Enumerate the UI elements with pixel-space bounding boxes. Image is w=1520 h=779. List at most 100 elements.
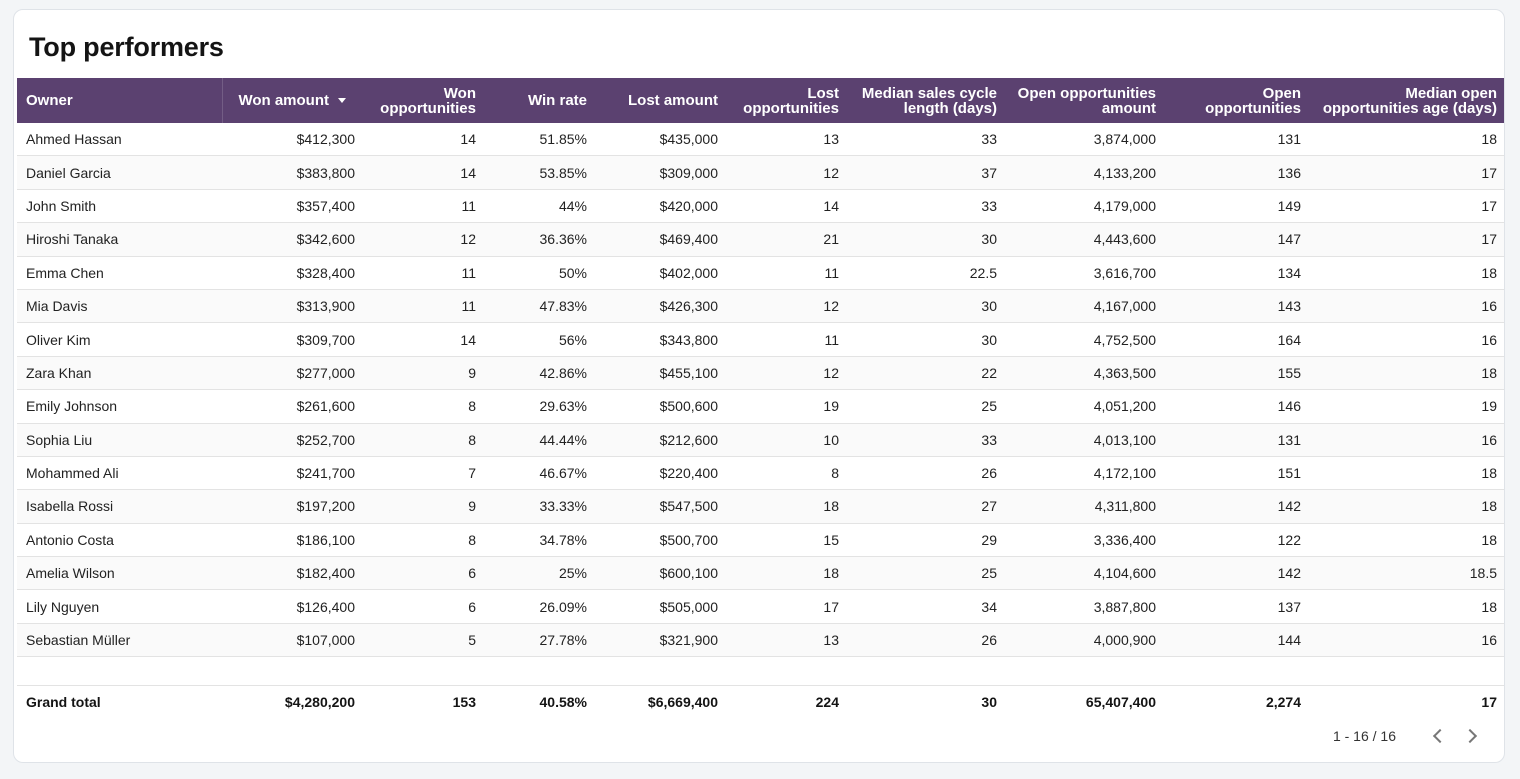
cell-owner: John Smith xyxy=(26,197,97,214)
cell-lost-opportunities: 10 xyxy=(823,431,839,448)
cell-won-opportunities: 8 xyxy=(468,398,476,415)
cell-win-rate: 27.78% xyxy=(539,632,587,649)
cell-owner: Zara Khan xyxy=(26,364,92,381)
table-row[interactable]: Antonio Costa $186,100 8 34.78% $500,700 15 29… xyxy=(17,523,1504,558)
column-header-label: Win rate xyxy=(527,92,587,109)
table-row[interactable]: Daniel Garcia $383,800 14 53.85% $309,000 12 3… xyxy=(17,156,1504,190)
cell-median-open-age: 16 xyxy=(1481,431,1497,448)
table-row[interactable]: Amelia Wilson $182,400 6 25% $600,100 18 25 4,1… xyxy=(17,557,1504,591)
column-header-median-open-age[interactable]: Median open opportunities age (days) xyxy=(1308,78,1504,123)
column-header-open-opportunities[interactable]: Open opportunities xyxy=(1163,78,1308,123)
cell-win-rate: 51.85% xyxy=(539,131,587,148)
column-header-won-opportunities[interactable]: Won opportunities xyxy=(362,78,483,123)
cell-median-sales-cycle: 37 xyxy=(981,164,997,181)
cell-won-amount: $182,400 xyxy=(296,565,355,582)
table-row[interactable]: Sebastian Müller $107,000 5 27.78% $321,900 1… xyxy=(17,623,1504,658)
pagination-range: 1 - 16 / 16 xyxy=(1332,728,1396,744)
table-row[interactable]: Zara Khan $277,000 9 42.86% $455,100 12 22 4,36… xyxy=(17,356,1504,391)
table-row[interactable]: Isabella Rossi $197,200 9 33.33% $547,500 18 2… xyxy=(17,490,1504,524)
next-page-button[interactable] xyxy=(1458,724,1486,748)
cell-lost-amount: $500,700 xyxy=(659,531,718,548)
column-header-won-amount[interactable]: Won amount xyxy=(223,78,362,123)
column-header-win-rate[interactable]: Win rate xyxy=(483,78,594,123)
cell-owner: Emily Johnson xyxy=(26,398,118,415)
cell-won-amount: $126,400 xyxy=(296,598,355,615)
cell-open-opportunities: 149 xyxy=(1277,197,1301,214)
cell-won-opportunities: 14 xyxy=(460,131,476,148)
cell-won-amount: $412,300 xyxy=(296,131,355,148)
cell-lost-amount: $455,100 xyxy=(659,364,718,381)
table-row[interactable]: Mohammed Ali $241,700 7 46.67% $220,400 8 26 4,… xyxy=(17,456,1504,491)
table-row[interactable]: John Smith $357,400 11 44% $420,000 14 33 4,179… xyxy=(17,189,1504,224)
previous-page-button[interactable] xyxy=(1424,724,1452,748)
cell-win-rate: 50% xyxy=(558,264,587,281)
cell-owner: Sophia Liu xyxy=(26,431,93,448)
cell-owner: Antonio Costa xyxy=(26,531,114,548)
cell-win-rate: 56% xyxy=(558,331,587,348)
cell-owner: Hiroshi Tanaka xyxy=(26,231,119,248)
cell-won-amount: $261,600 xyxy=(296,398,355,415)
table-row[interactable]: Hiroshi Tanaka $342,600 12 36.36% $469,400 21… xyxy=(17,223,1504,257)
cell-lost-opportunities: 18 xyxy=(823,498,839,515)
table-row[interactable]: Sophia Liu $252,700 8 44.44% $212,600 10 33 4,0… xyxy=(17,423,1504,457)
cell-won-opportunities: 9 xyxy=(468,364,476,381)
cell-median-sales-cycle: 30 xyxy=(981,298,997,315)
cell-open-opportunities-amount: 4,179,000 xyxy=(1093,197,1156,214)
cell-open-opportunities: 164 xyxy=(1277,331,1301,348)
cell-lost-amount: $505,000 xyxy=(659,598,718,615)
cell-lost-amount: $402,000 xyxy=(659,264,718,281)
cell-open-opportunities-amount: 4,363,500 xyxy=(1093,364,1156,381)
cell-median-sales-cycle: 22.5 xyxy=(969,264,997,281)
table-row[interactable]: Emily Johnson $261,600 8 29.63% $500,600 19 25… xyxy=(17,390,1504,424)
cell-lost-opportunities: 14 xyxy=(823,197,839,214)
total-lost-opportunities: 224 xyxy=(815,694,839,711)
cell-win-rate: 44.44% xyxy=(539,431,587,448)
cell-open-opportunities-amount: 3,616,700 xyxy=(1093,264,1156,281)
table-row[interactable]: Oliver Kim $309,700 14 56% $343,800 11 30 4,752… xyxy=(17,323,1504,357)
cell-open-opportunities-amount: 3,887,800 xyxy=(1093,598,1156,615)
column-header-label: Open opportunities amount xyxy=(1017,84,1156,117)
cell-lost-amount: $469,400 xyxy=(659,231,718,248)
total-won-opportunities: 153 xyxy=(452,694,476,711)
cell-owner: Lily Nguyen xyxy=(26,598,100,615)
cell-won-opportunities: 11 xyxy=(461,197,476,214)
table-row[interactable]: Emma Chen $328,400 11 50% $402,000 11 22.5 3,61… xyxy=(17,256,1504,290)
cell-open-opportunities: 151 xyxy=(1277,465,1301,482)
cell-median-sales-cycle: 26 xyxy=(981,632,997,649)
cell-lost-amount: $220,400 xyxy=(659,465,718,482)
table-row[interactable]: Mia Davis $313,900 11 47.83% $426,300 12 30 4,1… xyxy=(17,289,1504,324)
cell-won-amount: $197,200 xyxy=(296,498,355,515)
column-header-label: Median open opportunities age (days) xyxy=(1322,84,1497,117)
cell-open-opportunities-amount: 4,104,600 xyxy=(1093,565,1156,582)
cell-won-amount: $309,700 xyxy=(296,331,355,348)
cell-won-opportunities: 7 xyxy=(468,465,476,482)
column-header-lost-amount[interactable]: Lost amount xyxy=(594,78,725,123)
cell-open-opportunities: 137 xyxy=(1277,598,1301,615)
cell-median-sales-cycle: 33 xyxy=(981,197,997,214)
cell-open-opportunities-amount: 4,051,200 xyxy=(1093,398,1156,415)
cell-win-rate: 44% xyxy=(558,197,587,214)
cell-lost-amount: $343,800 xyxy=(659,331,718,348)
cell-open-opportunities: 146 xyxy=(1277,398,1301,415)
cell-lost-amount: $435,000 xyxy=(659,131,718,148)
cell-lost-opportunities: 18 xyxy=(823,565,839,582)
chevron-left-icon xyxy=(1432,728,1448,744)
cell-lost-opportunities: 17 xyxy=(823,598,839,615)
table-row[interactable]: Lily Nguyen $126,400 6 26.09% $505,000 17 34 3,… xyxy=(17,590,1504,624)
column-header-open-opportunities-amount[interactable]: Open opportunities amount xyxy=(1004,78,1163,123)
total-won-amount: $4,280,200 xyxy=(284,694,355,711)
cell-lost-opportunities: 12 xyxy=(823,298,839,315)
cell-owner: Mia Davis xyxy=(26,298,88,315)
cell-open-opportunities: 142 xyxy=(1277,565,1301,582)
table-header: Owner Won amount Won opportunities Win rate… xyxy=(17,78,1504,123)
cell-won-amount: $342,600 xyxy=(296,231,355,248)
total-lost-amount: $6,669,400 xyxy=(647,694,718,711)
cell-owner: Ahmed Hassan xyxy=(26,131,122,148)
table-row[interactable]: Ahmed Hassan $412,300 14 51.85% $435,000 13 33… xyxy=(17,123,1504,157)
column-header-lost-opportunities[interactable]: Lost opportunities xyxy=(725,78,846,123)
cell-won-amount: $241,700 xyxy=(296,465,355,482)
column-header-median-sales-cycle[interactable]: Median sales cycle length (days) xyxy=(846,78,1004,123)
cell-lost-opportunities: 11 xyxy=(824,331,839,348)
cell-lost-opportunities: 21 xyxy=(823,231,839,248)
column-header-owner[interactable]: Owner xyxy=(17,78,223,123)
